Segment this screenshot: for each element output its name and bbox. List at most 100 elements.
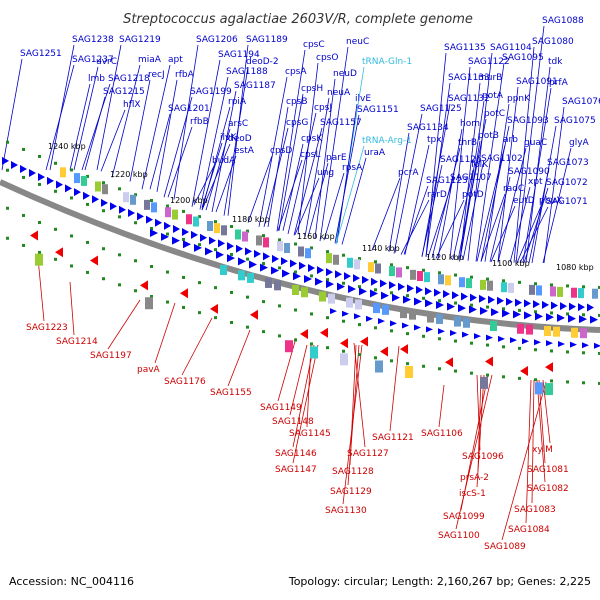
forward-gene-arrow [353, 274, 360, 283]
reverse-gene-label: SAG1130 [325, 506, 367, 516]
tick-mark [390, 359, 393, 363]
reverse-gene-label: SAG1147 [275, 465, 317, 475]
forward-gene-arrow [236, 244, 243, 253]
gene-block [74, 173, 80, 184]
gene-block [265, 277, 272, 288]
forward-label-lines [1, 25, 572, 264]
forward-gene-arrow [38, 172, 45, 181]
forward-gene-arrow [498, 335, 505, 342]
tick-mark [246, 325, 249, 329]
tick-mark [198, 215, 201, 219]
gene-block [571, 287, 577, 298]
forward-gene-arrow [164, 221, 171, 230]
forward-gene-label: ilvE [355, 94, 371, 104]
forward-label-line [522, 87, 552, 264]
forward-gene-label: recJ [148, 70, 165, 80]
gene-block [459, 277, 465, 288]
tick-mark [566, 284, 569, 288]
forward-gene-arrow [335, 270, 342, 279]
forward-gene-label: cpsK [301, 134, 323, 144]
reverse-gene-label: SAG1100 [438, 531, 480, 541]
forward-label-line [276, 49, 306, 232]
forward-label-line [403, 185, 429, 255]
forward-gene-arrow [515, 298, 522, 307]
tick-mark [182, 209, 185, 213]
forward-gene-label: uvrC [96, 57, 117, 67]
forward-gene-label: murB [478, 73, 502, 83]
tick-mark [486, 343, 489, 347]
forward-label-line [307, 162, 329, 237]
forward-gene-arrow [128, 209, 135, 218]
tick-mark [230, 320, 233, 324]
gene-block [487, 280, 493, 291]
forward-gene-arrow [249, 260, 257, 269]
forward-gene-arrow [578, 303, 585, 312]
forward-gene-label: cpsO [316, 53, 338, 63]
forward-gene-label: cpsL [300, 150, 320, 160]
tick-mark [166, 300, 169, 304]
reverse-gene-label: SAG1084 [508, 525, 550, 535]
reverse-gene-label: SAG1082 [527, 484, 569, 494]
tick-label: 1200 kbp [170, 196, 208, 205]
forward-gene-arrow [194, 243, 202, 252]
tick-mark [150, 295, 153, 298]
map-title: Streptococcus agalactiae 2603V/R, comple… [123, 12, 473, 27]
tick-mark [294, 338, 297, 342]
tick-mark [358, 323, 361, 327]
tick-mark [22, 175, 25, 179]
forward-gene-arrow [281, 257, 288, 266]
forward-gene-arrow [20, 165, 27, 174]
forward-label-line [341, 157, 367, 245]
gene-block [373, 303, 380, 314]
tick-mark [182, 237, 185, 241]
forward-gene-arrow [216, 250, 224, 259]
gene-block [102, 184, 108, 195]
forward-label-line [459, 140, 481, 260]
forward-gene-label: SAG1102 [481, 154, 523, 164]
forward-gene-arrow [83, 191, 90, 200]
tick-mark [134, 259, 137, 263]
forward-gene-label: miaA [138, 55, 162, 65]
forward-gene-label: hflX [123, 100, 141, 110]
reverse-gene-arrow [380, 346, 388, 357]
forward-label-line [149, 113, 171, 190]
tick-mark [470, 371, 473, 375]
forward-gene-arrow [443, 290, 450, 299]
forward-gene-label: cpsJ [314, 103, 332, 113]
tick-mark [550, 349, 553, 353]
tick-mark [54, 227, 57, 231]
forward-gene-label: SAG1073 [547, 158, 589, 168]
reverse-gene-label: xylM [532, 445, 553, 455]
tick-mark [390, 329, 393, 333]
tick-mark [438, 337, 441, 341]
forward-gene-arrow [245, 247, 252, 256]
tick-label: 1180 kbp [232, 215, 270, 224]
tick-mark [358, 257, 361, 261]
gene-block [319, 291, 326, 302]
forward-label-line [421, 164, 443, 257]
gene-block [256, 235, 262, 246]
forward-gene-label: SAG1218 [108, 74, 150, 84]
gene-block [172, 209, 178, 220]
forward-label-line [421, 103, 451, 258]
tick-mark [262, 234, 265, 238]
tick-mark [582, 351, 585, 355]
reverse-gene-arrow [445, 357, 453, 368]
gene-block [326, 253, 332, 264]
forward-gene-label: rpsA [342, 163, 363, 173]
tick-mark [150, 199, 153, 202]
forward-label-line [459, 100, 485, 261]
forward-gene-label: SAG1206 [196, 35, 238, 45]
forward-gene-arrow [155, 218, 162, 227]
tick-mark [422, 364, 425, 368]
forward-gene-arrow [546, 340, 553, 347]
tick-mark [262, 262, 265, 266]
reverse-gene-label: SAG1197 [90, 351, 132, 361]
tick-mark [246, 257, 249, 261]
tick-mark [310, 342, 313, 346]
forward-gene-label: SAG1194 [218, 50, 260, 60]
forward-label-line [542, 147, 572, 264]
gene-block [375, 360, 383, 373]
forward-gene-arrow [403, 295, 411, 304]
